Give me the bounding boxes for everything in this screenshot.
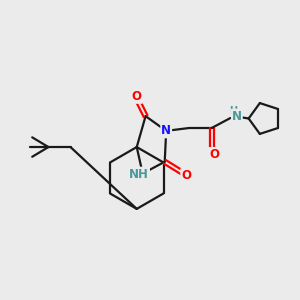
Text: O: O [209, 148, 219, 161]
Text: N: N [161, 124, 171, 137]
Text: H: H [229, 106, 237, 116]
Text: N: N [232, 110, 242, 123]
Text: O: O [132, 90, 142, 103]
Text: NH: NH [129, 168, 149, 181]
Text: O: O [181, 169, 191, 182]
